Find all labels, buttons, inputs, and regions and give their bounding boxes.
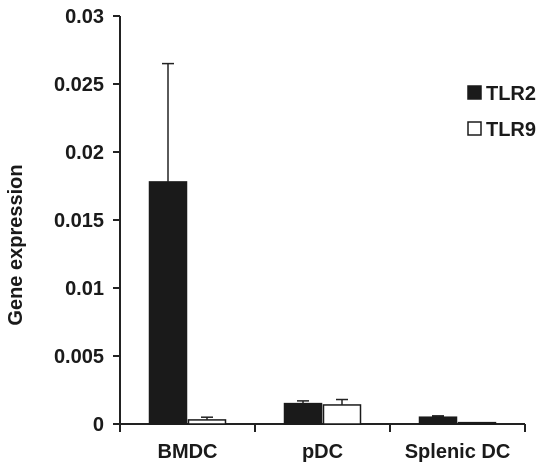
legend-swatch-tlr9 — [467, 121, 482, 136]
y-axis: 0 0.005 0.01 0.015 0.02 0.025 0.03 — [54, 6, 121, 436]
bar-tlr9-pdc — [322, 404, 362, 425]
bar-tlr2-pdc — [283, 402, 323, 425]
y-tick-label: 0.025 — [54, 74, 104, 96]
error-bars — [162, 62, 444, 420]
y-tick-label: 0.03 — [65, 6, 104, 28]
x-tick-label: Splenic DC — [405, 441, 511, 463]
y-tick-label: 0.005 — [54, 346, 104, 368]
y-axis-label: Gene expression — [5, 164, 27, 325]
x-tick-label: BMDC — [158, 441, 218, 463]
bar-tlr2-bmdc — [148, 181, 188, 425]
bar-tlr9-bmdc — [187, 419, 227, 425]
y-tick-label: 0.01 — [65, 278, 104, 300]
bars — [148, 181, 497, 425]
x-tick-label: pDC — [302, 441, 343, 463]
x-axis: BMDC pDC Splenic DC — [119, 423, 526, 463]
legend-swatch-tlr2 — [467, 85, 482, 100]
legend-label-tlr9: TLR9 — [486, 119, 536, 141]
legend: TLR2 TLR9 — [467, 83, 536, 141]
y-tick-label: 0 — [93, 414, 104, 436]
bar-tlr2-splenic-dc — [418, 416, 458, 425]
bar-tlr9-splenic-dc — [457, 421, 497, 425]
y-tick-label: 0.02 — [65, 142, 104, 164]
y-tick-label: 0.015 — [54, 210, 104, 232]
legend-label-tlr2: TLR2 — [486, 83, 536, 105]
